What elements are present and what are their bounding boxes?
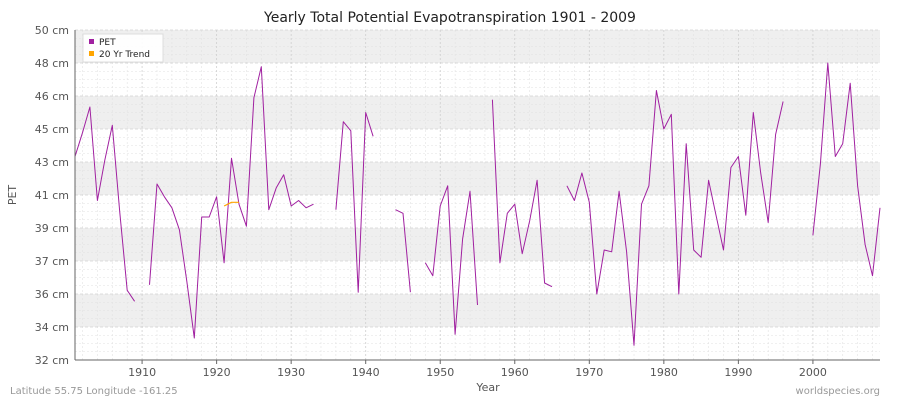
footer-location: Latitude 55.75 Longitude -161.25 [10, 386, 178, 397]
x-tick-label: 1910 [128, 366, 156, 379]
x-tick-label: 1930 [277, 366, 305, 379]
x-tick-label: 1940 [352, 366, 380, 379]
x-tick-label: 1950 [426, 366, 454, 379]
x-tick-labels: 1910 1920 1930 1940 1950 1960 1970 1980 1990 2000 [128, 360, 827, 379]
y-tick-label: 46 cm [35, 90, 69, 103]
series-line-pet [395, 209, 411, 293]
series-line-pet [335, 112, 374, 293]
band-8 [75, 63, 880, 96]
y-tick-labels: 32 cm 34 cm 36 cm 37 cm 39 cm 41 cm 43 cm 45 cm… [35, 24, 69, 367]
legend-swatch-pet [89, 39, 94, 44]
y-tick-label: 50 cm [35, 24, 69, 37]
footer-watermark: worldspecies.org [796, 386, 880, 397]
chart-title: Yearly Total Potential Evapotranspiratio… [263, 10, 636, 26]
band-7 [75, 96, 880, 129]
y-tick-label: 41 cm [35, 189, 69, 202]
band-6 [75, 129, 880, 162]
y-tick-label: 32 cm [35, 354, 69, 367]
y-axis-label: PET [6, 185, 19, 206]
legend: PET 20 Yr Trend [82, 33, 164, 63]
x-tick-label: 1970 [575, 366, 603, 379]
band-0 [75, 327, 880, 360]
legend-label-pet: PET [99, 38, 116, 48]
band-3 [75, 228, 880, 261]
series-line-pet [566, 90, 784, 346]
y-tick-label: 39 cm [35, 222, 69, 235]
y-tick-label: 37 cm [35, 255, 69, 268]
x-axis-label: Year [475, 381, 500, 394]
x-tick-label: 1920 [203, 366, 231, 379]
y-tick-label: 48 cm [35, 57, 69, 70]
band-9 [75, 30, 880, 63]
legend-swatch-trend [89, 51, 94, 56]
band-2 [75, 261, 880, 294]
x-tick-label: 1960 [501, 366, 529, 379]
series-line-pet [812, 62, 881, 277]
y-tick-label: 45 cm [35, 123, 69, 136]
legend-box [82, 33, 164, 63]
y-tick-label: 43 cm [35, 156, 69, 169]
series-line-pet [74, 106, 136, 302]
y-tick-label: 36 cm [35, 288, 69, 301]
series-line-pet [424, 185, 478, 335]
band-5 [75, 162, 880, 195]
legend-label-trend: 20 Yr Trend [99, 50, 150, 60]
x-tick-label: 1990 [724, 366, 752, 379]
series-line-pet [149, 66, 314, 339]
series-line-trend [223, 201, 239, 207]
plot-bands [75, 30, 880, 360]
series-layer [74, 62, 881, 346]
x-tick-label: 2000 [799, 366, 827, 379]
series-line-pet [491, 99, 553, 288]
x-tick-label: 1980 [650, 366, 678, 379]
y-tick-label: 34 cm [35, 321, 69, 334]
